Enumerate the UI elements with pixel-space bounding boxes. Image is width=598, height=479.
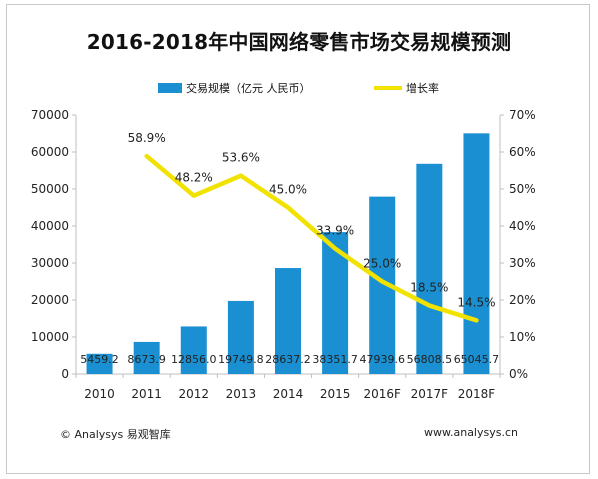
- growth-value-label: 45.0%: [269, 183, 307, 197]
- y-tick-label: 60000: [31, 145, 69, 159]
- growth-value-label: 14.5%: [457, 295, 495, 309]
- legend-swatch-line: [374, 86, 402, 90]
- y-tick-label: 0: [61, 367, 69, 381]
- y2-tick-label: 30%: [509, 256, 536, 270]
- growth-value-label: 18.5%: [410, 281, 448, 295]
- x-tick-label: 2015: [320, 387, 351, 401]
- growth-value-label: 58.9%: [128, 131, 166, 145]
- bar-value-label: 56808.5: [407, 353, 453, 366]
- bars: [86, 133, 490, 374]
- bar: [463, 133, 490, 374]
- x-tick-label: 2018F: [458, 387, 496, 401]
- chart-frame: [6, 4, 590, 474]
- x-tick-label: 2017F: [411, 387, 449, 401]
- bar: [86, 353, 113, 374]
- growth-value-label: 33.9%: [316, 224, 354, 238]
- growth-value-label: 25.0%: [363, 257, 401, 271]
- chart-title: 2016-2018年中国网络零售市场交易规模预测: [86, 30, 512, 54]
- growth-line-path: [144, 153, 479, 323]
- y-tick-label: 20000: [31, 293, 69, 307]
- bar: [133, 341, 160, 374]
- bar-value-label: 12856.0: [171, 353, 217, 366]
- y2-tick-label: 10%: [509, 330, 536, 344]
- bar-value-label: 5459.2: [80, 353, 119, 366]
- y-tick-label: 40000: [31, 219, 69, 233]
- legend-label-line: 增长率: [406, 82, 439, 95]
- bar: [416, 163, 443, 374]
- y2-tick-label: 0%: [509, 367, 528, 381]
- bar-value-label: 47939.6: [359, 353, 405, 366]
- y2-tick-label: 40%: [509, 219, 536, 233]
- y2-tick-label: 20%: [509, 293, 536, 307]
- y-tick-label: 10000: [31, 330, 69, 344]
- x-tick-label: 2012: [179, 387, 210, 401]
- legend-swatch-bar: [158, 83, 182, 93]
- bar: [180, 326, 207, 374]
- x-tick-label: 2013: [226, 387, 257, 401]
- bar: [275, 268, 301, 374]
- bar-value-label: 65045.7: [454, 353, 500, 366]
- bar-value-label: 19749.8: [218, 353, 264, 366]
- growth-line: [144, 153, 479, 323]
- legend-item-bar: 交易规模（亿元 人民币）: [158, 80, 311, 96]
- bar: [227, 300, 254, 374]
- data-labels: 5459.2 8673.9 12856.0 19749.8 28637.2 38351.7…: [80, 131, 499, 366]
- legend-item-line: 增长率: [374, 80, 439, 96]
- growth-value-label: 48.2%: [175, 171, 213, 185]
- y2-tick-label: 70%: [509, 108, 536, 122]
- footer-copyright: © Analysys 易观智库: [60, 428, 171, 441]
- legend-label-bar: 交易规模（亿元 人民币）: [186, 82, 311, 95]
- y-tick-label: 30000: [31, 256, 69, 270]
- chart-legend: 交易规模（亿元 人民币） 增长率: [0, 80, 598, 98]
- growth-value-label: 53.6%: [222, 151, 260, 165]
- bar-value-label: 28637.2: [265, 353, 311, 366]
- x-tick-label: 2016F: [363, 387, 401, 401]
- x-tick-label: 2011: [131, 387, 162, 401]
- bar-value-label: 8673.9: [127, 353, 166, 366]
- y-tick-label: 70000: [31, 108, 69, 122]
- footer-website: www.analysys.cn: [424, 426, 518, 439]
- y2-tick-label: 50%: [509, 182, 536, 196]
- y-tick-label: 50000: [31, 182, 69, 196]
- bar-value-label: 38351.7: [312, 353, 358, 366]
- y2-tick-label: 60%: [509, 145, 536, 159]
- x-tick-label: 2010: [84, 387, 115, 401]
- x-tick-label: 2014: [273, 387, 304, 401]
